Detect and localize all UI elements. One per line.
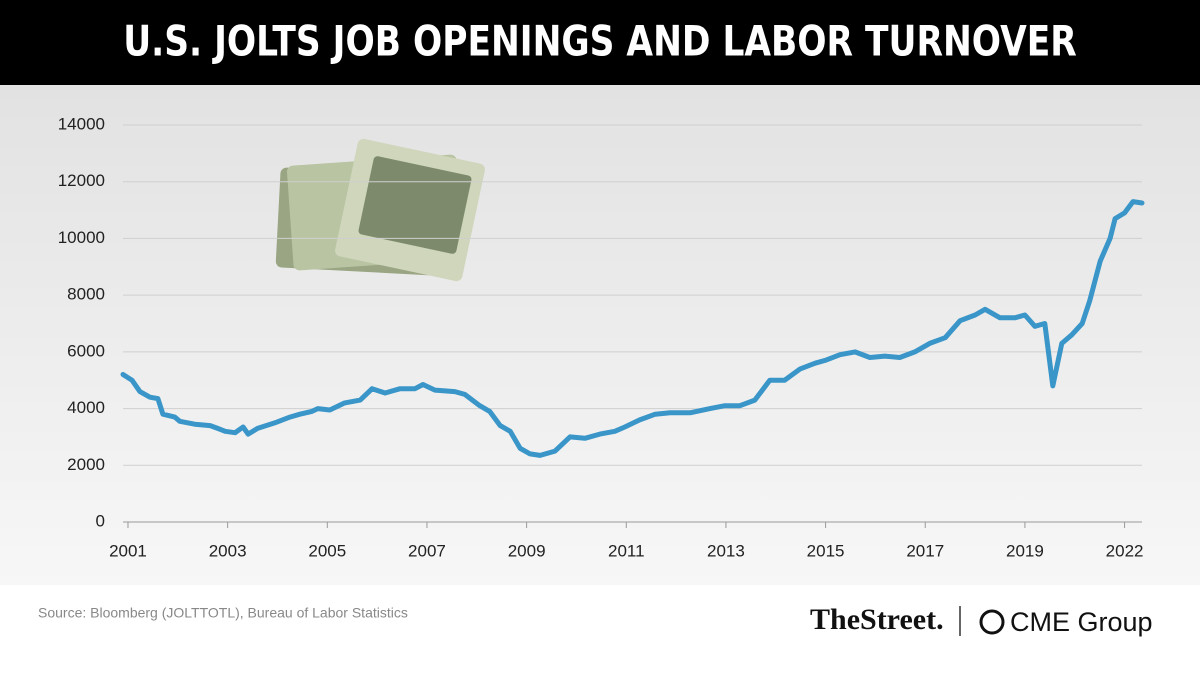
brand-logo: CME Group [1010,607,1153,637]
x-tick-label: 2009 [508,541,546,560]
data-line [120,199,1145,458]
title-bar [0,0,1200,85]
y-tick-label: 14000 [58,114,105,133]
source-note: Source: Bloomberg (JOLTTOTL), Bureau of … [38,605,408,621]
plot-background [0,85,1200,585]
y-tick-label: 10000 [58,228,105,247]
x-tick-label: 2015 [807,541,845,560]
x-tick-label: 2011 [608,541,645,560]
x-tick-label: 2017 [906,541,944,560]
x-tick-label: 2007 [408,541,446,560]
y-tick-label: 4000 [67,398,105,417]
x-tick-label: 2022 [1106,541,1144,560]
y-tick-label: 6000 [67,341,105,360]
x-tick-label: 2005 [308,541,346,560]
brand-logo: TheStreet. [810,603,944,636]
y-tick-label: 12000 [58,171,105,190]
y-tick-label: 0 [96,511,105,530]
chart-title: U.S. JOLTS JOB OPENINGS AND LABOR TURNOV… [123,17,1077,66]
x-tick-label: 2019 [1006,541,1044,560]
globe-icon [979,609,1005,635]
x-tick-label: 2013 [707,541,745,560]
money-image [275,138,485,282]
y-tick-label: 2000 [67,455,105,474]
x-tick-label: 2003 [209,541,247,560]
y-tick-label: 8000 [67,285,105,304]
x-tick-label: 2001 [109,541,147,560]
